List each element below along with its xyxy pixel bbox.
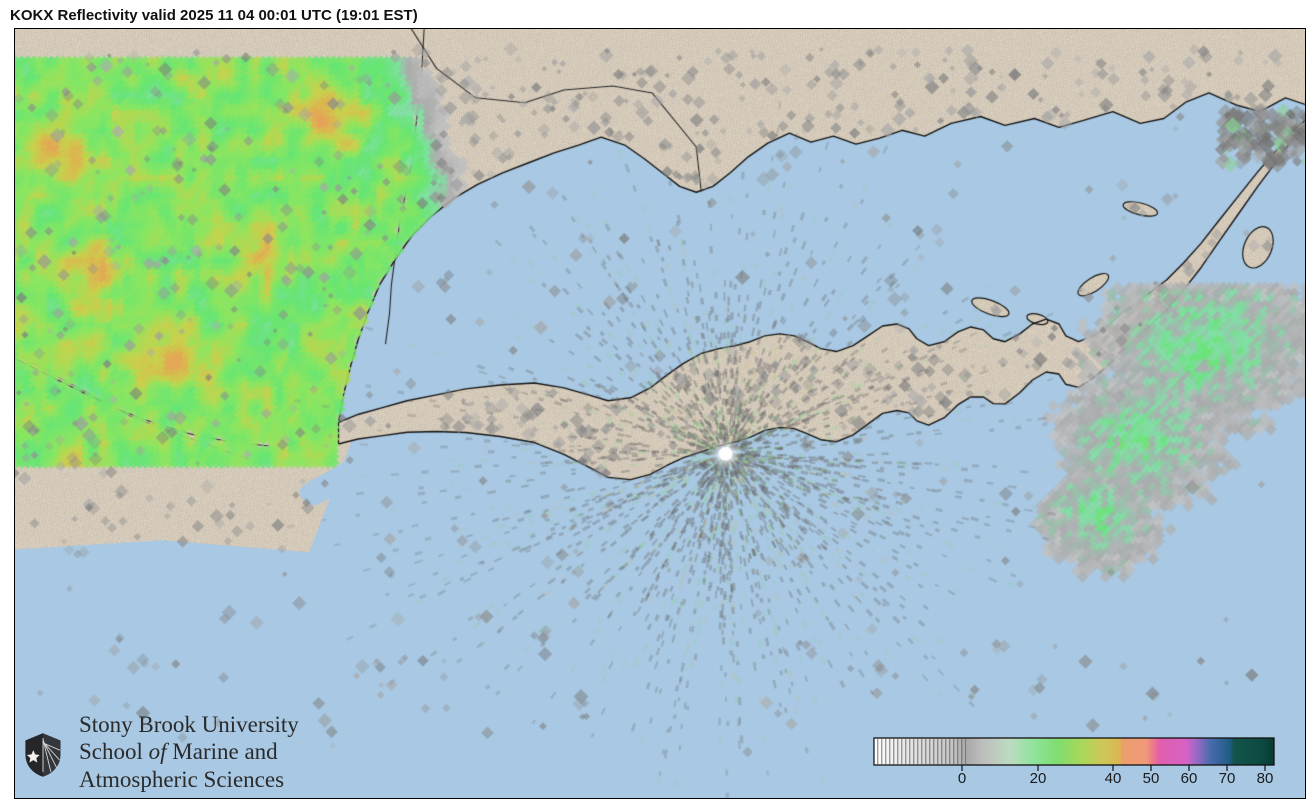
svg-text:0: 0 [958,770,966,783]
svg-text:40: 40 [1105,770,1122,783]
svg-text:50: 50 [1143,770,1160,783]
svg-text:20: 20 [1030,770,1047,783]
svg-text:80: 80 [1257,770,1274,783]
svg-text:60: 60 [1181,770,1198,783]
svg-text:70: 70 [1219,770,1236,783]
